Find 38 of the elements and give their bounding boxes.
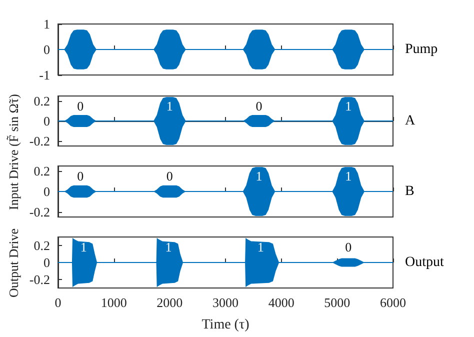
x-axis-title: Time (τ) — [202, 318, 250, 332]
annotation: 1 — [166, 98, 173, 114]
series-label: Pump — [405, 42, 438, 57]
annotation: 1 — [345, 98, 352, 114]
annotation: 0 — [166, 168, 173, 184]
y-tick-label: 0.2 — [34, 94, 50, 108]
annotation: 0 — [77, 168, 84, 184]
series-label: A — [405, 114, 416, 128]
y-tick-label: 0 — [44, 114, 50, 128]
annotation: 0 — [256, 98, 262, 114]
x-tick-label: 1000 — [100, 295, 127, 310]
y-tick-label: -0.2 — [29, 204, 50, 220]
annotation: 1 — [345, 168, 352, 184]
y-tick-label: 0 — [44, 184, 50, 199]
y-tick-label: -0.2 — [29, 134, 50, 148]
x-tick-label: 4000 — [268, 295, 294, 310]
annotation: 1 — [257, 240, 264, 255]
y-axis-title: Input Drive (F̃ sin Ω̃τ) — [6, 94, 22, 210]
y-tick-label: -0.2 — [29, 272, 50, 287]
annotation: 0 — [77, 98, 84, 114]
y-tick-label: 0.2 — [34, 238, 50, 253]
y-tick-label: 0 — [44, 255, 50, 270]
annotation: 1 — [165, 240, 172, 255]
y-tick-label: 0 — [44, 42, 50, 57]
annotation: 1 — [256, 168, 262, 184]
y-tick-label: 1 — [44, 16, 50, 32]
y-axis-title: Output Drive — [6, 228, 22, 298]
y-tick-label: 0.2 — [34, 164, 50, 179]
x-tick-label: 3000 — [212, 295, 238, 310]
x-tick-label: 5000 — [324, 295, 350, 310]
x-tick-label: 2000 — [156, 295, 183, 310]
series-label: Output — [405, 255, 444, 270]
y-tick-label: -1 — [39, 68, 50, 82]
annotation: 0 — [345, 240, 352, 255]
annotation: 1 — [80, 240, 87, 255]
series-label: B — [405, 184, 414, 199]
x-tick-label: 0 — [54, 295, 62, 310]
x-tick-label: 6000 — [380, 295, 406, 310]
